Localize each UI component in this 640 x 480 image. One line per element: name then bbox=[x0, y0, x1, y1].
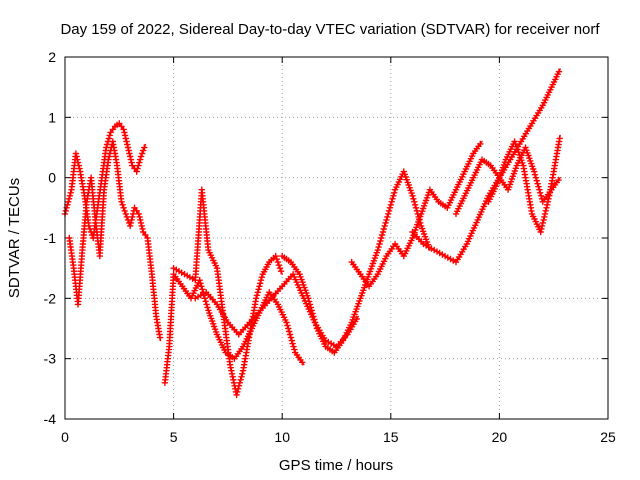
x-tick-label: 20 bbox=[492, 429, 508, 445]
grid-lines bbox=[65, 57, 608, 419]
sat-trace-6-markers bbox=[278, 168, 433, 356]
sat-trace-5 bbox=[192, 270, 360, 350]
sat-trace-6-line bbox=[281, 170, 431, 354]
x-tick-label: 5 bbox=[170, 429, 178, 445]
x-tick-labels: 0 5 10 15 20 25 bbox=[61, 429, 616, 445]
sat-trace-7-markers bbox=[348, 140, 484, 290]
x-tick-label: 10 bbox=[274, 429, 290, 445]
chart-title: Day 159 of 2022, Sidereal Day-to-day VTE… bbox=[60, 21, 600, 38]
plot-frame bbox=[64, 56, 609, 420]
sat-trace-6 bbox=[278, 168, 433, 356]
y-tick-label: -2 bbox=[44, 290, 57, 306]
y-tick-labels: -4 -3 -2 -1 0 1 2 bbox=[44, 49, 57, 427]
x-tick-label: 0 bbox=[61, 429, 69, 445]
sat-trace-9 bbox=[452, 144, 562, 218]
x-tick-label: 25 bbox=[600, 429, 616, 445]
y-tick-label: 0 bbox=[48, 170, 56, 186]
sat-trace-4-markers bbox=[170, 186, 285, 399]
sat-trace-10-markers bbox=[485, 135, 563, 236]
x-tick-label: 15 bbox=[383, 429, 399, 445]
y-tick-label: -1 bbox=[44, 230, 57, 246]
y-tick-label: 2 bbox=[48, 49, 56, 65]
sat-trace-4 bbox=[170, 186, 285, 399]
x-axis-label: GPS time / hours bbox=[279, 457, 393, 474]
data-series-group bbox=[61, 68, 563, 399]
sat-trace-8-markers bbox=[409, 68, 563, 266]
sat-trace-2 bbox=[66, 138, 164, 342]
sat-trace-10 bbox=[485, 134, 563, 236]
sat-trace-9-markers bbox=[452, 144, 562, 218]
sat-trace-7 bbox=[348, 140, 484, 290]
y-axis-label: SDTVAR / TECUs bbox=[6, 178, 23, 298]
sat-trace-2-markers bbox=[66, 138, 164, 341]
y-tick-label: -3 bbox=[44, 351, 57, 367]
y-tick-label: 1 bbox=[48, 109, 56, 125]
sat-trace-8 bbox=[409, 68, 563, 266]
y-tick-label: -4 bbox=[44, 411, 57, 427]
